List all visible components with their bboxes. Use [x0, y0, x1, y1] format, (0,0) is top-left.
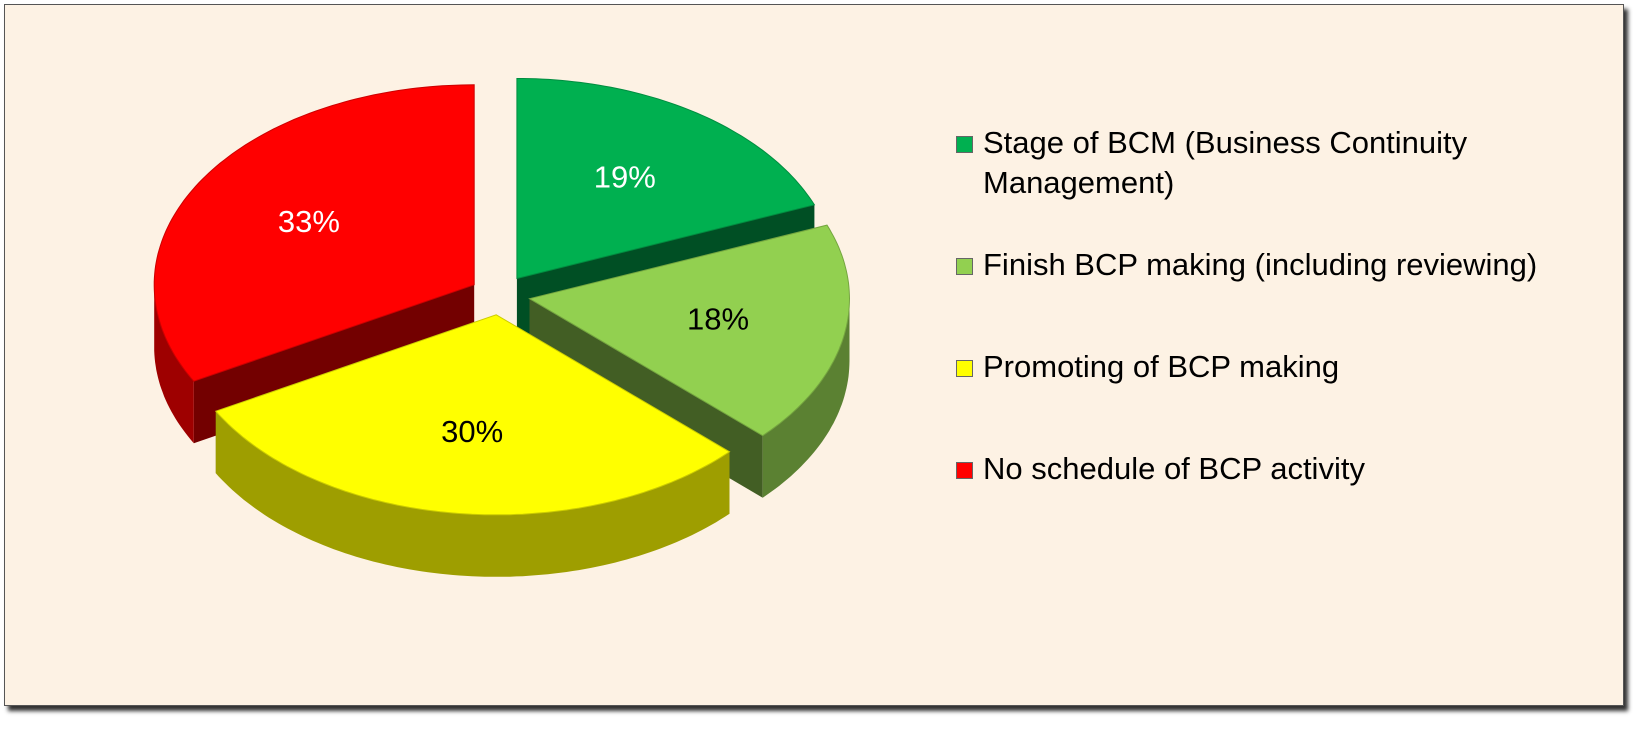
- legend: Stage of BCM (Business Continuity Manage…: [950, 123, 1580, 489]
- legend-swatch: [956, 258, 973, 275]
- legend-item: Finish BCP making (including reviewing): [950, 245, 1580, 285]
- legend-item: No schedule of BCP activity: [950, 449, 1580, 489]
- legend-swatch: [956, 136, 973, 153]
- slice-wall: [215, 411, 730, 577]
- slice-wall: [154, 284, 194, 444]
- legend-swatch: [956, 360, 973, 377]
- data-label: 30%: [441, 414, 503, 449]
- slice: [153, 84, 475, 382]
- legend-item: Promoting of BCP making: [950, 347, 1580, 387]
- legend-label: No schedule of BCP activity: [983, 451, 1365, 486]
- legend-label: Stage of BCM (Business Continuity Manage…: [983, 125, 1468, 200]
- slice: [528, 224, 851, 437]
- chart-frame: 19% 18% 30% 33% Stage of BCM (Business Cont…: [4, 4, 1624, 706]
- legend-swatch: [956, 462, 973, 479]
- legend-label: Promoting of BCP making: [983, 349, 1340, 384]
- slice-wall: [762, 298, 850, 498]
- pie-chart: 19% 18% 30% 33%: [153, 78, 851, 577]
- data-label: 33%: [278, 204, 340, 239]
- slice: [214, 314, 731, 516]
- legend-item: Stage of BCM (Business Continuity Manage…: [950, 123, 1580, 203]
- legend-label: Finish BCP making (including reviewing): [983, 247, 1538, 282]
- slice: [516, 78, 816, 280]
- data-label: 19%: [594, 159, 656, 194]
- data-label: 18%: [687, 301, 749, 336]
